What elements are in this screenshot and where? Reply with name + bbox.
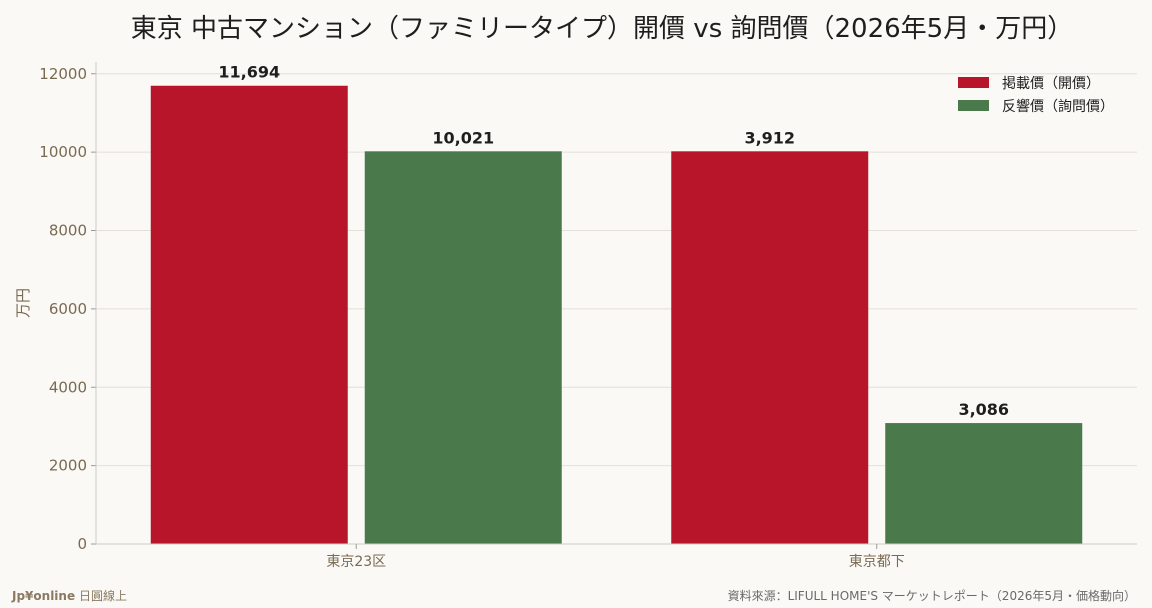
chart-title: 東京 中古マンション（ファミリータイプ）開價 vs 詢問價（2026年5月・万円… <box>130 14 1074 44</box>
y-tick-label: 0 <box>77 535 87 553</box>
legend-layer: 掲載價（開價） 反響價（詢問價） <box>958 75 1114 115</box>
y-tick-label: 8000 <box>49 222 87 240</box>
x-tick-label: 東京23区 <box>326 554 386 570</box>
y-axis-label: 万円 <box>14 288 32 318</box>
data-label: 3,086 <box>958 400 1009 419</box>
legend-label: 掲載價（開價） <box>1002 75 1100 92</box>
legend-swatch <box>958 77 989 88</box>
legend-label: 反響價（詢問價） <box>1002 98 1114 115</box>
y-tick-label: 6000 <box>49 300 87 318</box>
y-tick-label: 12000 <box>39 65 87 83</box>
footer-brand: Jp¥online 日圓線上 <box>12 587 127 604</box>
data-label: 11,694 <box>218 63 280 82</box>
data-label: 10,021 <box>432 128 494 147</box>
y-tick-label: 2000 <box>49 457 87 475</box>
brand-suffix: 日圓線上 <box>78 589 127 603</box>
bar-inquiry-0 <box>364 151 562 544</box>
x-tick-label: 東京都下 <box>849 554 905 570</box>
data-label: 3,912 <box>744 128 795 147</box>
y-tick-label: 10000 <box>39 143 87 161</box>
bar-listing-1 <box>671 151 869 544</box>
brand-name: Jp¥online <box>12 589 76 603</box>
footer-source: 資料來源：LIFULL HOME'S マーケットレポート（2026年5月・価格動… <box>727 589 1136 603</box>
bars-layer: 11,694 10,021 3,912 3,086 <box>150 63 1083 544</box>
legend-swatch <box>958 100 989 111</box>
y-tick-label: 4000 <box>49 378 87 396</box>
bar-listing-0 <box>150 85 348 544</box>
bar-inquiry-1 <box>885 423 1083 544</box>
